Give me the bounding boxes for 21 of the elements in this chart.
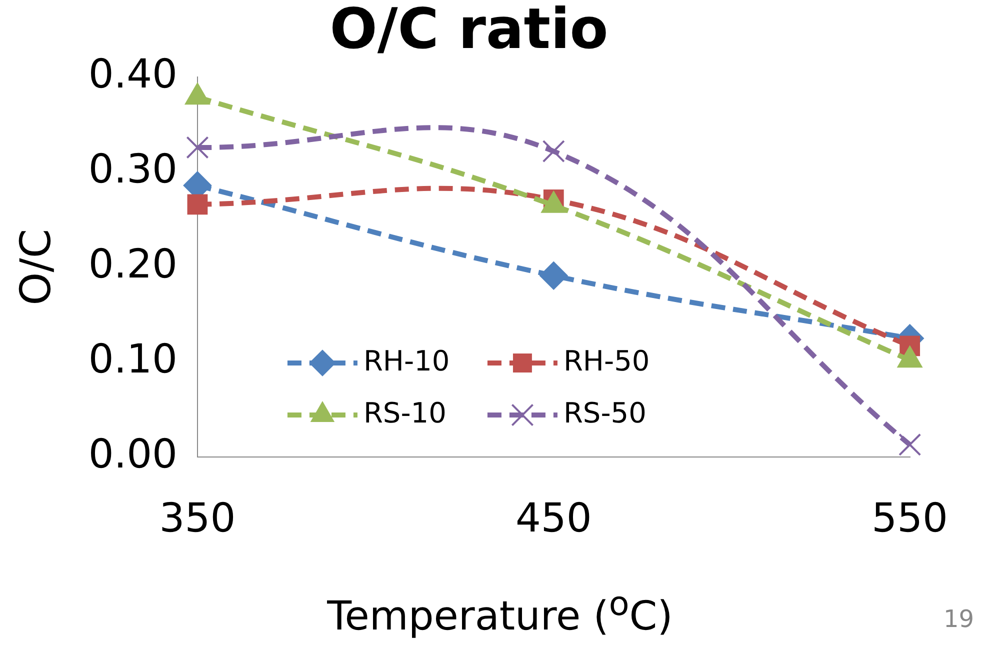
y-tick-label: 0.00 [88,431,178,478]
x-tick-label: 450 [515,495,592,542]
x-tick-label: 550 [872,495,948,542]
chart-title: O/C ratio [330,0,608,62]
y-axis-title: O/C [11,228,60,306]
point [187,194,208,215]
x-axis-title: Temperature ($^{o}$C) [326,584,674,639]
point [186,136,208,158]
y-tick-label: 0.20 [88,241,178,288]
point [542,140,565,162]
point [898,434,921,456]
y-tick-label: 0.40 [88,52,178,98]
y-tick-label: 0.30 [88,146,178,193]
legend-label: RH-10 [363,344,450,378]
legend-label: RH-50 [563,344,650,378]
point [540,262,568,290]
text: 19 [943,605,974,633]
legend-label: RS-50 [563,396,646,430]
legend-label: RS-10 [363,396,446,430]
x-tick-label: 350 [159,495,236,542]
y-tick-label: 0.10 [88,336,178,382]
